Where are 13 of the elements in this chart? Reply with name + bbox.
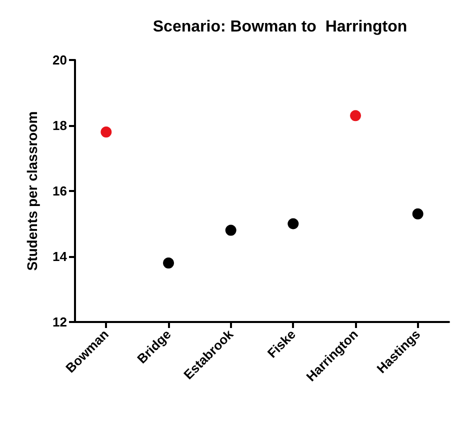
point <box>163 258 174 269</box>
chart-title: Scenario: Bowman to Harrington <box>152 18 408 36</box>
point <box>412 208 424 220</box>
y-tick-label: 14 <box>52 249 68 264</box>
y-tick-label: 20 <box>52 52 67 68</box>
point <box>225 224 236 236</box>
y-tick-label: 18 <box>52 118 67 133</box>
point <box>350 110 361 122</box>
point <box>288 218 299 230</box>
y-tick-label: 16 <box>52 184 67 198</box>
y-tick-label: 12 <box>52 314 67 330</box>
point <box>100 126 112 138</box>
y-axis-title: Students per classroom <box>24 111 40 271</box>
